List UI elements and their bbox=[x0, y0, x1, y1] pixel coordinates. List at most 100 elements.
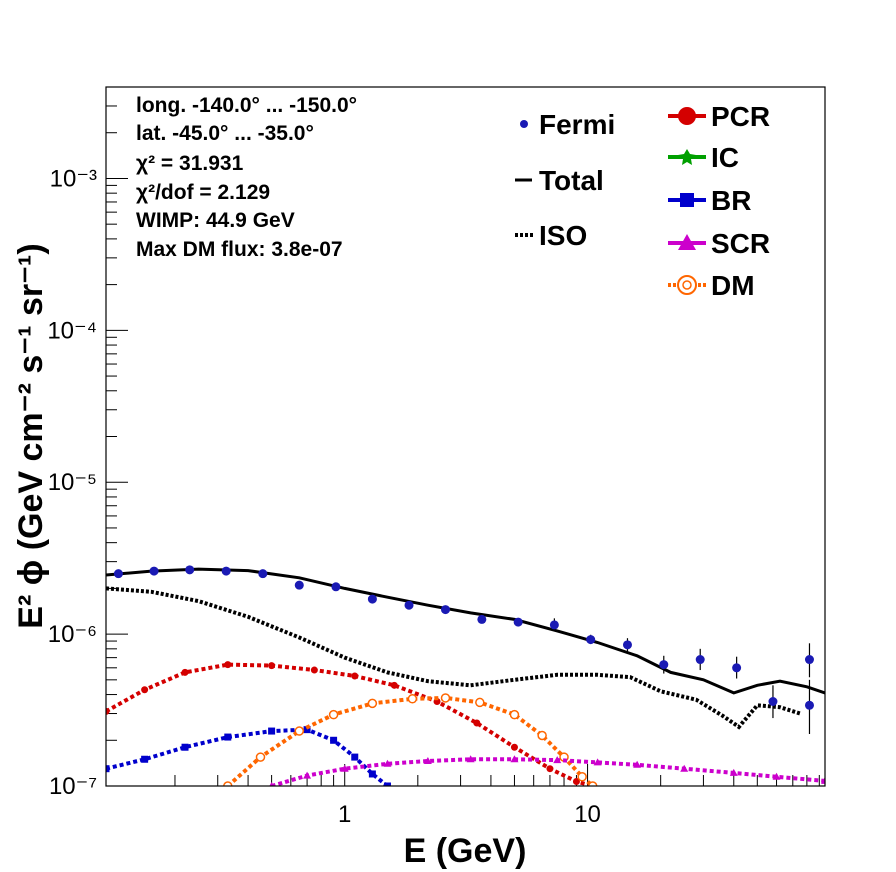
scr-point bbox=[593, 758, 602, 766]
pcr-point bbox=[473, 719, 481, 727]
br-point bbox=[181, 743, 189, 751]
y-tick-label: 10⁻⁴ bbox=[47, 317, 97, 344]
plot-frame bbox=[105, 86, 826, 787]
fermi-point bbox=[804, 700, 814, 710]
fermi-point bbox=[622, 640, 632, 650]
br-point bbox=[303, 726, 311, 734]
legend-dm-marker bbox=[677, 275, 697, 295]
legend-pcr-marker bbox=[678, 107, 696, 125]
fermi-point bbox=[185, 565, 195, 575]
dm-point bbox=[367, 698, 378, 709]
scr-point bbox=[680, 764, 689, 772]
dm-point bbox=[407, 694, 418, 704]
scr-point bbox=[383, 759, 392, 767]
pcr-point bbox=[310, 666, 318, 674]
dm-point bbox=[587, 781, 598, 786]
br-point bbox=[368, 770, 376, 778]
scr-point bbox=[821, 776, 825, 784]
legend-dm-marker-inner bbox=[682, 280, 692, 290]
legend-ic-label: IC bbox=[711, 142, 739, 173]
pcr-point bbox=[572, 778, 580, 786]
pcr-point bbox=[510, 743, 518, 751]
x-axis-title: E (GeV) bbox=[404, 832, 527, 870]
pcr-point bbox=[390, 681, 398, 689]
dm-point bbox=[440, 693, 451, 703]
br-point bbox=[330, 736, 338, 744]
fermi-point bbox=[804, 655, 814, 665]
fermi-point bbox=[549, 620, 559, 630]
x-tick-label: 10 bbox=[574, 801, 601, 828]
dm-point bbox=[475, 697, 485, 708]
legend-ic-marker bbox=[678, 149, 696, 165]
scr-point bbox=[466, 755, 475, 763]
axes-layer: 1 10 10⁻⁷ 10⁻⁶ 10⁻⁵ 10⁻⁴ 10⁻³ bbox=[47, 86, 820, 828]
x-tick-label: 1 bbox=[338, 801, 351, 828]
pcr-point bbox=[351, 672, 359, 680]
fermi-point bbox=[367, 594, 377, 604]
fermi-point bbox=[404, 600, 414, 610]
dm-point bbox=[509, 709, 520, 720]
legend-pcr-label: PCR bbox=[711, 101, 770, 132]
legend-fermi-marker bbox=[520, 120, 528, 128]
fermi-point bbox=[659, 660, 669, 670]
info-chi2-dof: χ²/dof = 2.129 bbox=[136, 181, 270, 204]
legend-br-marker bbox=[680, 193, 694, 207]
pcr-curve bbox=[106, 662, 594, 786]
legend-dm-label: DM bbox=[711, 270, 755, 301]
y-tick-label: 10⁻³ bbox=[50, 165, 97, 192]
legend-fermi-label: Fermi bbox=[539, 109, 615, 140]
y-tick-label: 10⁻⁶ bbox=[48, 621, 97, 648]
fermi-point bbox=[149, 566, 159, 576]
br-point bbox=[224, 733, 232, 741]
scr-point bbox=[423, 757, 432, 765]
br-point bbox=[106, 765, 110, 773]
legend-scr-label: SCR bbox=[711, 228, 770, 259]
legend-iso-label: ISO bbox=[539, 220, 587, 251]
pcr-point bbox=[546, 765, 554, 773]
dm-point bbox=[223, 781, 233, 786]
fermi-point bbox=[113, 569, 123, 579]
scr-point bbox=[510, 755, 519, 763]
fermi-point bbox=[331, 582, 341, 592]
total-curve bbox=[106, 567, 825, 695]
fermi-point bbox=[768, 697, 778, 707]
fermi-point bbox=[258, 569, 268, 579]
data-layer bbox=[106, 565, 825, 786]
legend-scr-marker bbox=[678, 234, 696, 250]
scr-point bbox=[340, 764, 349, 772]
pcr-point bbox=[224, 661, 232, 669]
info-max-dm-flux: Max DM flux: 3.8e-07 bbox=[136, 238, 343, 261]
scr-point bbox=[303, 771, 312, 779]
dm-point bbox=[328, 709, 339, 720]
pcr-point bbox=[181, 668, 189, 676]
fermi-point bbox=[513, 617, 523, 627]
y-axis-title: E² ϕ (GeV cm⁻² s⁻¹ sr⁻¹) bbox=[12, 243, 50, 628]
pcr-point bbox=[106, 707, 110, 715]
info-wimp: WIMP: 44.9 GeV bbox=[136, 209, 295, 232]
scr-point bbox=[729, 768, 738, 776]
legend-br-label: BR bbox=[711, 185, 751, 216]
fermi-point bbox=[294, 580, 304, 590]
br-point bbox=[141, 755, 149, 763]
pcr-point bbox=[141, 686, 149, 694]
info-box: long. -140.0° ... -150.0° lat. -45.0° ..… bbox=[136, 94, 357, 261]
scr-point bbox=[772, 772, 781, 780]
dm-point bbox=[294, 726, 305, 736]
dm-point bbox=[577, 772, 587, 782]
fermi-point bbox=[695, 655, 705, 665]
br-point bbox=[351, 753, 359, 761]
fermi-point bbox=[440, 605, 450, 615]
scr-point bbox=[633, 760, 642, 768]
scr-point bbox=[553, 756, 562, 764]
scr-point bbox=[269, 782, 274, 786]
info-latitude: lat. -45.0° ... -35.0° bbox=[136, 122, 314, 145]
y-tick-label: 10⁻⁷ bbox=[49, 773, 97, 800]
dm-point bbox=[537, 730, 547, 741]
y-tick-label: 10⁻⁵ bbox=[48, 469, 97, 496]
fermi-point bbox=[477, 614, 487, 624]
br-point bbox=[383, 782, 391, 786]
br-point bbox=[268, 727, 276, 735]
info-longitude: long. -140.0° ... -150.0° bbox=[136, 94, 357, 117]
